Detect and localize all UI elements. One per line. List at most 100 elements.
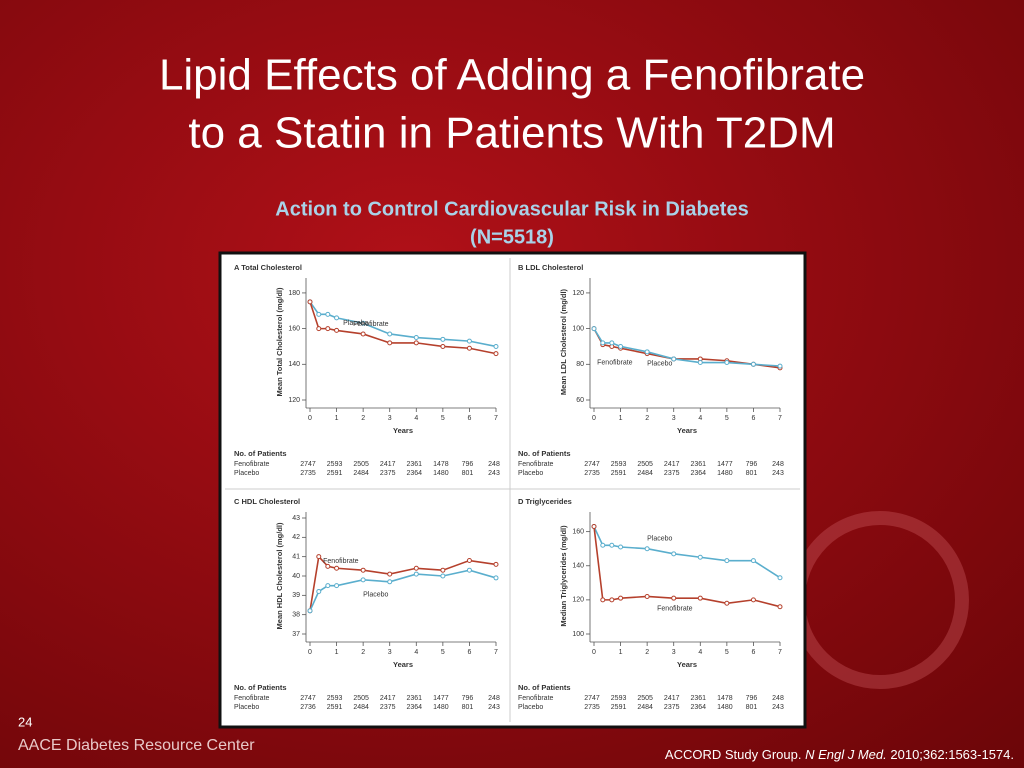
patients-count: 2361: [690, 695, 706, 702]
patients-count: 2591: [611, 704, 627, 711]
patients-count: 2417: [664, 461, 680, 468]
patients-count: 2735: [584, 470, 600, 477]
panel: B LDL Cholesterol Mean LDL Cholesterol (m…: [518, 263, 784, 477]
patients-title: No. of Patients: [234, 683, 287, 692]
patients-count: 2591: [611, 470, 627, 477]
patients-count: 2417: [380, 695, 396, 702]
y-tick-label: 100: [572, 325, 584, 332]
y-tick-label: 140: [572, 563, 584, 570]
patients-row-name: Fenofibrate: [234, 461, 270, 468]
patients-title: No. of Patients: [234, 449, 287, 458]
panel-letter: C: [234, 497, 240, 506]
footer: AACE Diabetes Resource Center: [18, 737, 255, 754]
subtitle: Action to Control Cardiovascular Risk in…: [275, 198, 748, 220]
x-tick-label: 2: [361, 649, 365, 656]
x-tick-label: 3: [672, 649, 676, 656]
patients-count: 2735: [300, 470, 316, 477]
data-point: [360, 320, 366, 326]
y-tick-label: 37: [292, 631, 300, 638]
y-tick-label: 43: [292, 515, 300, 522]
panel: C HDL Cholesterol Mean HDL Cholesterol (m…: [234, 497, 500, 711]
patients-count: 248: [488, 695, 500, 702]
y-axis-label: Median Triglycerides (mg/dl): [559, 525, 568, 627]
patients-count: 243: [772, 470, 784, 477]
y-tick-label: 120: [572, 290, 584, 297]
data-point: [591, 524, 597, 530]
series-label: Fenofibrate: [323, 558, 359, 565]
patients-count: 1478: [717, 695, 733, 702]
x-tick-label: 0: [308, 649, 312, 656]
data-point: [316, 326, 322, 332]
data-point: [387, 340, 393, 346]
data-point: [387, 331, 393, 337]
y-tick-label: 160: [572, 528, 584, 535]
data-point: [440, 567, 446, 573]
x-tick-label: 7: [494, 649, 498, 656]
series-label: Placebo: [647, 361, 672, 368]
y-tick-label: 140: [288, 361, 300, 368]
data-point: [493, 575, 499, 581]
series-label: Fenofibrate: [597, 359, 633, 366]
data-point: [618, 343, 624, 349]
x-tick-label: 2: [361, 415, 365, 422]
x-tick-label: 4: [414, 649, 418, 656]
data-point: [493, 351, 499, 357]
x-tick-label: 3: [672, 415, 676, 422]
data-point: [600, 542, 606, 548]
x-axis-label: Years: [677, 660, 697, 669]
data-point: [334, 583, 340, 589]
data-point: [644, 349, 650, 355]
patients-count: 801: [462, 704, 474, 711]
patients-row-name: Placebo: [234, 704, 259, 711]
data-point: [777, 604, 783, 610]
x-tick-label: 5: [725, 415, 729, 422]
x-tick-label: 5: [441, 649, 445, 656]
patients-count: 801: [746, 704, 758, 711]
x-tick-label: 1: [335, 415, 339, 422]
patients-count: 2364: [690, 470, 706, 477]
x-tick-label: 7: [778, 415, 782, 422]
x-tick-label: 1: [619, 649, 623, 656]
data-point: [325, 563, 331, 569]
patients-row-name: Placebo: [234, 470, 259, 477]
y-tick-label: 160: [288, 325, 300, 332]
patients-count: 2375: [664, 704, 680, 711]
y-axis-label: Mean LDL Cholesterol (mg/dl): [559, 288, 568, 395]
panel-title: D Triglycerides: [518, 497, 572, 506]
patients-count: 2505: [353, 695, 369, 702]
patients-count: 2593: [327, 695, 343, 702]
patients-count: 1480: [717, 470, 733, 477]
y-tick-label: 180: [288, 290, 300, 297]
data-point: [609, 340, 615, 346]
patients-count: 2361: [690, 461, 706, 468]
x-tick-label: 6: [751, 649, 755, 656]
citation-details: 2010;362:1563-1574.: [890, 747, 1014, 762]
patients-title: No. of Patients: [518, 683, 571, 692]
data-point: [316, 311, 322, 317]
data-point: [697, 360, 703, 366]
patients-row-name: Fenofibrate: [518, 695, 554, 702]
series-label: Fenofibrate: [657, 605, 693, 612]
x-axis-label: Years: [393, 426, 413, 435]
x-tick-label: 5: [725, 649, 729, 656]
patients-count: 2591: [327, 470, 343, 477]
y-axis-label: Mean HDL Cholesterol (mg/dl): [275, 522, 284, 629]
patients-count: 2747: [584, 695, 600, 702]
series-line: [593, 328, 781, 367]
x-tick-label: 4: [698, 649, 702, 656]
panel-title: A Total Cholesterol: [234, 263, 302, 272]
x-tick-label: 3: [388, 649, 392, 656]
patients-count: 796: [462, 461, 474, 468]
patients-count: 2505: [353, 461, 369, 468]
series-label: Placebo: [647, 536, 672, 543]
y-tick-label: 80: [576, 361, 584, 368]
patients-row-name: Placebo: [518, 470, 543, 477]
data-point: [600, 597, 606, 603]
panel-title: B LDL Cholesterol: [518, 263, 583, 272]
patients-count: 2361: [406, 461, 422, 468]
y-tick-label: 60: [576, 397, 584, 404]
data-point: [325, 326, 331, 332]
patients-count: 2736: [300, 704, 316, 711]
patients-count: 2593: [611, 461, 627, 468]
patients-count: 2593: [327, 461, 343, 468]
